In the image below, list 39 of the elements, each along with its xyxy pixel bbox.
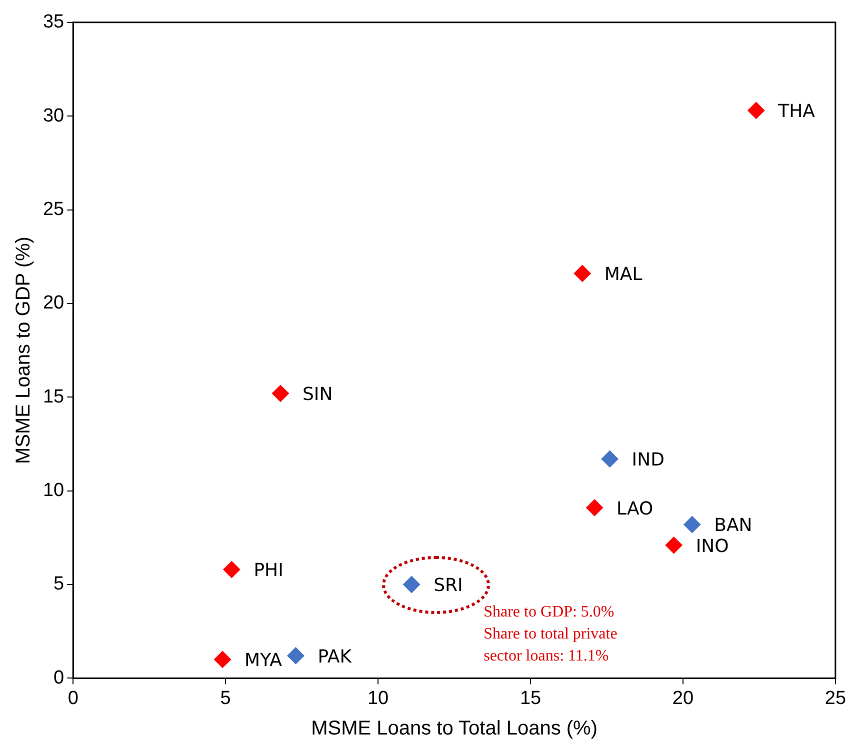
- annotation: IND: [632, 450, 664, 471]
- x-tick-label: 25: [824, 688, 846, 709]
- y-tick-label: 10: [42, 480, 64, 502]
- point: [403, 576, 420, 594]
- y-axis-title: MSME Loans to GDP (%): [12, 236, 35, 464]
- point: [665, 536, 682, 554]
- point: [287, 647, 304, 664]
- y-tick-label: 25: [42, 199, 64, 220]
- point: [272, 384, 289, 402]
- point: [574, 264, 591, 282]
- x-axis-title: MSME Loans to Total Loans (%): [311, 718, 598, 740]
- point: [214, 650, 232, 668]
- annotation: PHI: [254, 560, 284, 582]
- y-tick-label: 0: [54, 667, 64, 688]
- x-tick-label: 20: [672, 688, 694, 709]
- x-tick-label: 5: [220, 688, 231, 709]
- annotation: PAK: [318, 646, 353, 668]
- annotation: BAN: [714, 515, 752, 536]
- annotation: INO: [696, 536, 729, 557]
- point: [748, 102, 765, 119]
- annotation: Share to GDP: 5.0% Share to total private sector loans: 11.1%: [484, 604, 618, 665]
- y-tick-label: 5: [54, 574, 64, 595]
- annotation: LAO: [616, 498, 654, 520]
- y-tick-label: 15: [42, 386, 64, 408]
- point: [586, 499, 604, 516]
- point: [223, 561, 240, 578]
- y-tick-label: 20: [42, 292, 64, 314]
- annotation: MAL: [604, 264, 642, 286]
- x-tick-label: 10: [367, 688, 389, 709]
- x-tick-label: 0: [68, 688, 78, 709]
- annotation: MYA: [244, 650, 283, 672]
- y-tick-label: 30: [42, 105, 64, 126]
- annotation: SIN: [302, 384, 333, 406]
- y-tick-label: 35: [42, 12, 64, 33]
- annotation: THA: [777, 101, 816, 122]
- annotation: SRI: [434, 575, 463, 596]
- point: [601, 450, 618, 468]
- point: [684, 516, 701, 534]
- x-tick-label: 15: [520, 688, 542, 709]
